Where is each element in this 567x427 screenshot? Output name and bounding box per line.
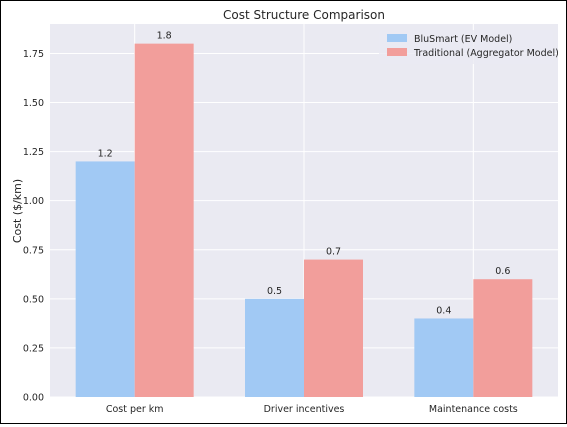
y-tick-label: 0.25 [23, 343, 44, 354]
y-tick-label: 1.75 [23, 49, 44, 60]
legend-label-bluSmart: BluSmart (EV Model) [414, 34, 512, 45]
y-tick-label: 0.75 [23, 245, 44, 256]
y-tick-label: 0.00 [23, 393, 44, 404]
bar-value-label: 0.4 [436, 305, 451, 316]
bar [245, 298, 304, 397]
bar [414, 318, 474, 397]
x-axis-ticks: Cost per km Driver incentives Maintenance … [106, 404, 518, 415]
legend-swatch-bluSmart [387, 34, 407, 42]
y-axis-ticks: 0.00 0.25 0.50 0.75 1.00 1.25 1.50 1.75 [23, 49, 44, 404]
x-tick-label: Maintenance costs [429, 404, 518, 415]
chart-title: Cost Structure Comparison [223, 8, 385, 22]
bar-value-label: 0.5 [267, 286, 282, 297]
legend: BluSmart (EV Model) Traditional (Aggrega… [379, 30, 559, 64]
x-tick-label: Driver incentives [264, 404, 345, 415]
y-tick-label: 1.00 [23, 196, 44, 207]
y-axis-label: Cost ($/km) [11, 179, 24, 243]
bar-value-labels: 1.2 0.5 0.4 1.8 0.7 0.6 [98, 31, 511, 317]
bar [75, 161, 135, 397]
bar [473, 279, 533, 397]
x-tick-label: Cost per km [106, 404, 164, 415]
bar-value-label: 0.6 [495, 266, 510, 277]
legend-box [379, 30, 553, 64]
y-tick-label: 1.25 [23, 147, 44, 158]
y-tick-label: 1.50 [23, 98, 44, 109]
bar-value-label: 1.8 [157, 31, 172, 42]
bar [304, 259, 363, 397]
bar-value-label: 0.7 [326, 247, 341, 258]
bar [134, 43, 194, 397]
bar-value-label: 1.2 [98, 148, 113, 159]
bars [75, 43, 533, 397]
legend-swatch-traditional [387, 48, 407, 56]
y-tick-label: 0.50 [23, 294, 44, 305]
legend-label-traditional: Traditional (Aggregator Model) [413, 48, 559, 59]
